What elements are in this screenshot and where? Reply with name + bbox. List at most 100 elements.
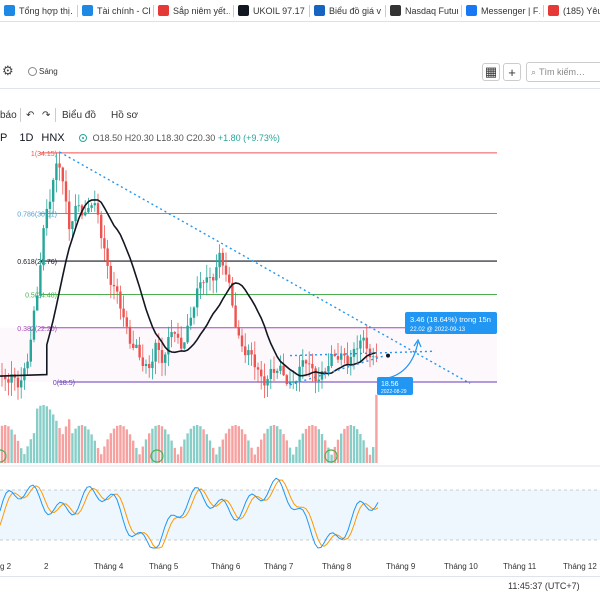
volume-bar	[365, 447, 368, 463]
candle-body	[231, 282, 234, 306]
bookmark-label: Tổng hợp thị…	[19, 5, 74, 16]
volume-bar	[23, 454, 26, 463]
add-symbol-button[interactable]: +	[503, 63, 521, 81]
candle-body	[301, 360, 304, 367]
fib-level-label: 0.618(26.76)	[17, 259, 57, 266]
grid-icon: ▦	[484, 64, 498, 79]
candle-body	[74, 205, 77, 222]
bookmark-item[interactable]: Tài chính - Ch…	[78, 0, 154, 21]
volume-bar	[173, 447, 176, 463]
fib-level-label: 0(18.5)	[53, 380, 75, 387]
volume-bar	[221, 439, 224, 463]
volume-bar	[80, 425, 84, 463]
bookmark-separator	[461, 4, 462, 17]
candle-body	[282, 365, 285, 376]
candle-body	[228, 274, 231, 283]
undo-icon[interactable]: ↶	[26, 110, 35, 121]
bookmark-item[interactable]: Nasdaq Futur…	[386, 0, 462, 21]
toggle-label: Sáng	[39, 66, 58, 76]
volume-bar	[16, 440, 20, 463]
redo-icon[interactable]: ↷	[42, 110, 51, 121]
bookmark-label: Tài chính - Ch…	[97, 5, 150, 16]
fib-level-label: 0.5(24.48)	[25, 292, 57, 299]
volume-bar	[106, 439, 109, 463]
volume-bar	[157, 425, 160, 463]
volume-bar	[68, 419, 71, 463]
volume-bar	[170, 440, 173, 463]
volume-bar	[234, 425, 237, 463]
volume-bar	[202, 429, 205, 463]
volume-bar	[48, 409, 52, 463]
bookmark-item[interactable]: Sắp niêm yết…	[154, 0, 234, 21]
candle-body	[208, 277, 212, 278]
volume-bar	[116, 425, 119, 463]
candle-body	[266, 378, 269, 386]
volume-bar	[327, 447, 330, 463]
candle-body	[244, 346, 247, 356]
candle-body	[48, 201, 52, 209]
volume-bar	[176, 454, 180, 463]
bookmark-item[interactable]: Biểu đồ giá v…	[310, 0, 386, 21]
uptrend-line	[289, 354, 386, 386]
volume-bar	[42, 405, 45, 463]
volume-bar	[340, 433, 343, 463]
candle-body	[119, 291, 122, 309]
profile-menu[interactable]: Hồ sơ	[111, 110, 139, 121]
measure-callout	[405, 312, 497, 334]
volume-bar	[205, 434, 208, 463]
candle-body	[135, 344, 138, 348]
volume-bar	[32, 433, 36, 463]
volume-bar	[288, 447, 292, 463]
candle-body	[372, 356, 375, 358]
volume-bar	[269, 425, 272, 463]
clock-readout[interactable]: 11:45:37 (UTC+7)	[508, 581, 580, 591]
volume-bar	[263, 433, 266, 463]
ohlc-values: O18.50 H20.30 L18.30 C20.30 +1.80 (+9.73…	[93, 133, 280, 143]
volume-bar	[250, 447, 253, 463]
candle-body	[132, 343, 135, 348]
chart-menu[interactable]: Biểu đồ	[62, 110, 96, 121]
theme-toggle[interactable]: Sáng	[28, 66, 58, 76]
candle-body	[20, 380, 23, 388]
candle-body	[330, 353, 333, 367]
bookmark-label: (185) Yêu Đời…	[563, 5, 600, 16]
bookmark-item[interactable]: (185) Yêu Đời…	[544, 0, 600, 21]
candle-body	[141, 357, 144, 367]
candle-body	[362, 337, 365, 341]
search-placeholder: Tìm kiếm…	[539, 67, 586, 77]
range-top-line	[289, 350, 436, 357]
volume-bar	[256, 446, 260, 463]
candle-body	[23, 368, 26, 381]
bookmark-item[interactable]: Tổng hợp thị…	[0, 0, 78, 21]
candle-body	[212, 277, 215, 281]
layout-grid-button[interactable]: ▦	[482, 63, 500, 81]
candle-body	[263, 376, 266, 386]
volume-bar	[218, 446, 221, 463]
price-chart[interactable]: 1(34.15) 0.786(30.01) 0.618(26.76) 0.5(24.4…	[0, 150, 600, 558]
volume-bar	[55, 420, 58, 463]
candle-body	[64, 181, 68, 202]
gear-icon[interactable]: ⚙	[2, 63, 14, 78]
symbol-ticker[interactable]: P	[0, 132, 8, 144]
candle-body	[109, 265, 112, 285]
bookmark-item[interactable]: Messenger | F…	[462, 0, 544, 21]
bookmark-item[interactable]: UKOIL 97.17 ▲…	[234, 0, 310, 21]
report-label[interactable]: báo	[0, 110, 17, 121]
open-value: O18.50	[92, 133, 123, 143]
volume-bar	[189, 428, 192, 463]
candle-body	[176, 333, 180, 338]
volume-bar	[276, 426, 279, 463]
candle-body	[90, 205, 93, 208]
interval-label[interactable]: 1D	[19, 132, 34, 144]
volume-bar	[29, 439, 32, 463]
stoch-k-line	[0, 477, 379, 549]
fib-level-label: 1(34.15)	[31, 151, 57, 158]
candle-body	[157, 342, 160, 351]
search-input[interactable]: ⌕ Tìm kiếm…	[526, 62, 600, 82]
volume-bar	[301, 433, 304, 463]
volume-bar	[343, 428, 346, 463]
change-value: +1.80 (+9.73%)	[217, 133, 280, 143]
bookmark-label: Sắp niêm yết…	[173, 5, 230, 16]
volume-bar	[164, 429, 167, 463]
candle-body	[16, 377, 20, 388]
